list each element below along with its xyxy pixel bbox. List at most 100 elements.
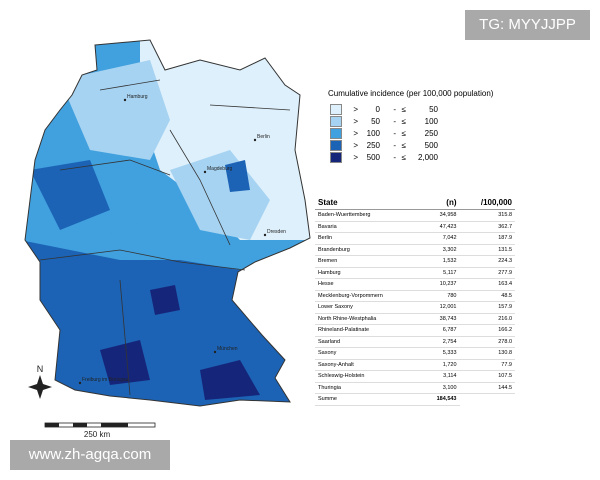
table-row: North Rhine-Westphalia 38,743 216.0 — [315, 313, 515, 325]
legend-text: > — [353, 152, 358, 162]
header-cell: (n) — [420, 195, 460, 210]
table-row: Saxony 5,333 130.8 — [315, 347, 515, 360]
city-dot — [213, 350, 217, 354]
legend-text: ≤ — [401, 152, 406, 162]
total-cell: 184,543 — [420, 393, 460, 406]
table-cell: 224.3 — [459, 255, 515, 268]
table-row: Thuringia 3,100 144.5 — [315, 382, 515, 394]
table-cell: 107.5 — [459, 370, 515, 383]
city-label: Freiburg im Breisgau — [82, 377, 129, 383]
legend-text: - — [393, 128, 396, 138]
total-cell: Summe — [315, 393, 421, 406]
table-cell: 3,100 — [420, 382, 460, 394]
table-cell: 10,237 — [420, 278, 460, 291]
legend-text: - — [393, 140, 396, 150]
table-cell: 362.7 — [459, 221, 515, 233]
city-dot — [78, 381, 82, 385]
table-cell: 780 — [420, 290, 460, 302]
city-dot — [123, 98, 127, 102]
table-row: Rhineland-Palatinate 6,787 166.2 — [315, 324, 515, 337]
legend-text: 50 — [429, 104, 438, 114]
legend-row: >500 - ≤2,000 — [330, 151, 515, 163]
table-cell: 144.5 — [459, 382, 515, 394]
city-label: Magdeburg — [207, 166, 233, 172]
table-cell: 7,042 — [420, 232, 460, 245]
legend-text: 250 — [366, 140, 380, 150]
header-cell: State — [315, 195, 421, 210]
table-cell: 2,754 — [420, 336, 460, 348]
legend-text: > — [353, 116, 358, 126]
legend-title: Cumulative incidence (per 100,000 popula… — [328, 89, 494, 98]
table-cell: 6,787 — [420, 324, 460, 337]
table-cell: Lower Saxony — [315, 301, 421, 314]
legend: Cumulative incidence (per 100,000 popula… — [320, 85, 515, 170]
table-cell: 163.4 — [459, 278, 515, 291]
legend-text: 500 — [424, 140, 438, 150]
table-cell: Saxony-Anhalt — [315, 359, 421, 371]
legend-swatch — [330, 151, 342, 163]
table: State (n)/100,000 Baden-Wuerttemberg 34,958… — [315, 195, 515, 406]
table-row: Saxony-Anhalt 1,720 77.9 — [315, 359, 515, 371]
table-cell: 166.2 — [459, 324, 515, 337]
north-label: N — [37, 364, 44, 374]
legend-swatch — [330, 139, 342, 151]
table-cell: Hesse — [315, 278, 421, 291]
table-cell: Saxony — [315, 347, 421, 360]
table-cell: Bremen — [315, 255, 421, 268]
table-cell: Berlin — [315, 232, 421, 245]
scale-bar: 250 km — [44, 422, 156, 439]
table-cell: Thuringia — [315, 382, 421, 394]
table-cell: Schleswig-Holstein — [315, 370, 421, 383]
table-row: Bavaria 47,423 362.7 — [315, 221, 515, 233]
table-row: Baden-Wuerttemberg 34,958 315.8 — [315, 209, 515, 222]
header-cell: /100,000 — [459, 195, 515, 210]
table-cell: 38,743 — [420, 313, 460, 325]
legend-text: ≤ — [401, 104, 406, 114]
table-cell: 130.8 — [459, 347, 515, 360]
choropleth — [25, 40, 310, 406]
watermark: TG: MYYJJPP — [465, 10, 590, 40]
compass: N — [28, 364, 52, 399]
legend-text: 500 — [366, 152, 380, 162]
legend-text: 250 — [424, 128, 438, 138]
table-cell: 47,423 — [420, 221, 460, 233]
table-cell: 277.9 — [459, 267, 515, 279]
table-row: Berlin 7,042 187.9 — [315, 232, 515, 245]
table-cell: Rhineland-Palatinate — [315, 324, 421, 337]
table-cell: 1,720 — [420, 359, 460, 371]
legend-text: 50 — [371, 116, 380, 126]
table-cell: 216.0 — [459, 313, 515, 325]
table-cell: 157.9 — [459, 301, 515, 314]
city-label: Berlin — [257, 134, 270, 140]
legend-text: 100 — [366, 128, 380, 138]
legend-text: - — [393, 152, 396, 162]
table-cell: 131.5 — [459, 244, 515, 256]
legend-text: ≤ — [401, 140, 406, 150]
legend-swatch — [330, 115, 342, 127]
site-watermark: www.zh-agqa.com — [10, 440, 170, 470]
legend-text: - — [393, 116, 396, 126]
table-cell: Baden-Wuerttemberg — [315, 209, 421, 222]
legend-text: 100 — [424, 116, 438, 126]
table-cell: 278.0 — [459, 336, 515, 348]
table-row: Bremen 1,532 224.3 — [315, 255, 515, 268]
country-border — [24, 39, 311, 407]
table-cell: 1,532 — [420, 255, 460, 268]
legend-text: - — [393, 104, 396, 114]
legend-text: > — [353, 104, 358, 114]
city-label: München — [217, 346, 238, 352]
city-dot — [253, 138, 257, 142]
table-cell: Mecklenburg-Vorpommern — [315, 290, 421, 302]
table-header: State (n)/100,000 — [315, 195, 515, 210]
legend-row: >250 - ≤500 — [330, 139, 515, 151]
scale-label: 250 km — [84, 430, 111, 439]
city-dot — [263, 233, 267, 237]
state-table: State (n)/100,000 Baden-Wuerttemberg 34,958… — [315, 195, 515, 407]
table-cell: Hamburg — [315, 267, 421, 279]
table-cell: North Rhine-Westphalia — [315, 313, 421, 325]
legend-row: >0 - ≤50 — [330, 103, 515, 115]
table-row: Saarland 2,754 278.0 — [315, 336, 515, 348]
table-cell: Saarland — [315, 336, 421, 348]
table-cell: Brandenburg — [315, 244, 421, 256]
